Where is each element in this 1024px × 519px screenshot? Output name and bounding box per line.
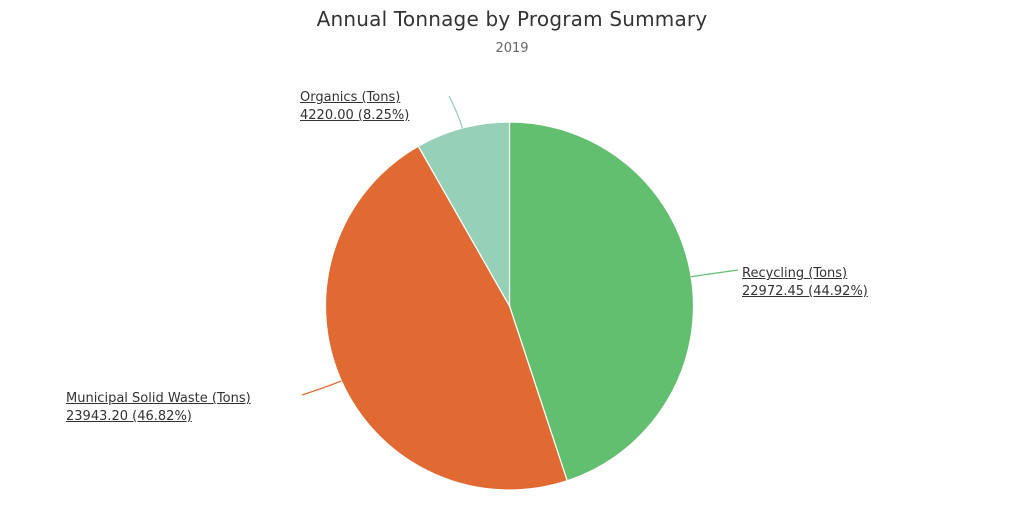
slice-label-value: 4220.00 (8.25%)	[300, 108, 410, 123]
slice-label-name: Municipal Solid Waste (Tons)	[66, 391, 251, 406]
connector-organics	[448, 95, 463, 129]
slice-label-recycling[interactable]: Recycling (Tons) 22972.45 (44.92%)	[742, 265, 868, 301]
slice-label-organics[interactable]: Organics (Tons) 4220.00 (8.25%)	[300, 89, 409, 125]
pie-slice-organics[interactable]	[417, 121, 511, 309]
connector-municipal-solid-waste	[301, 380, 342, 396]
slice-label-name: Recycling (Tons)	[742, 266, 848, 281]
slice-label-value: 22972.45 (44.92%)	[742, 284, 868, 299]
chart-subtitle: 2019	[495, 41, 529, 56]
label-connectors	[301, 95, 739, 396]
slice-label-name: Organics (Tons)	[300, 90, 401, 105]
pie-slices	[324, 121, 695, 491]
connector-recycling	[691, 269, 739, 278]
slice-label-municipal-solid-waste[interactable]: Municipal Solid Waste (Tons) 23943.20 (4…	[66, 390, 251, 426]
slice-label-value: 23943.20 (46.82%)	[66, 409, 192, 424]
chart-title: Annual Tonnage by Program Summary	[316, 7, 708, 31]
